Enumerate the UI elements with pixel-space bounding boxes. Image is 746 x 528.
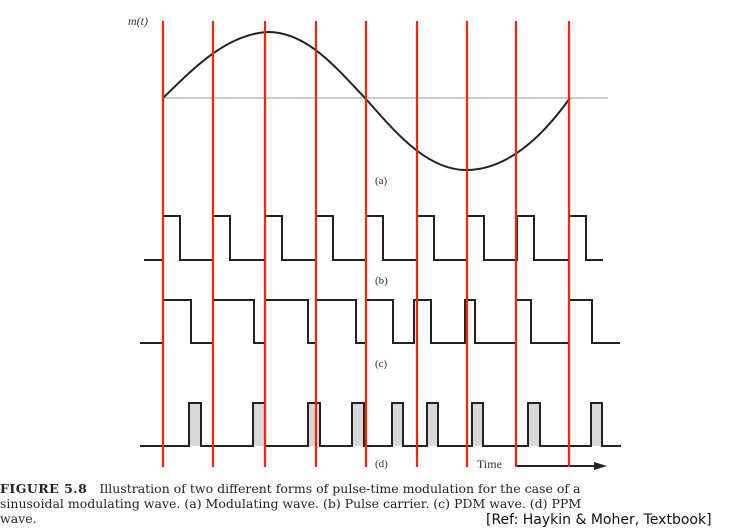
time-arrow-icon — [516, 462, 607, 470]
panel-label-d: (d) — [375, 458, 388, 470]
caption-line-1: Illustration of two different forms of p… — [99, 481, 581, 496]
pulse-modulation-figure — [140, 20, 621, 470]
panel-label-a: (a) — [375, 175, 388, 187]
time-label: Time — [477, 457, 502, 471]
panel-label-b: (b) — [375, 275, 388, 287]
figure-number: FIGURE 5.8 — [0, 481, 88, 496]
caption-line-3: wave. — [0, 511, 37, 526]
caption-line-2: sinusoidal modulating wave. (a) Modulati… — [0, 496, 582, 511]
ppm-wave — [140, 402, 621, 447]
figure-caption: FIGURE 5.8 Illustration of two different … — [0, 481, 746, 526]
y-axis-label: m(t) — [128, 14, 148, 28]
pulse-carrier-wave — [144, 215, 603, 261]
panel-label-c: (c) — [375, 358, 388, 370]
sampling-instant-lines — [161, 21, 571, 467]
reference-credit: [Ref: Haykin & Moher, Textbook] — [486, 512, 712, 528]
pdm-wave — [140, 299, 620, 344]
